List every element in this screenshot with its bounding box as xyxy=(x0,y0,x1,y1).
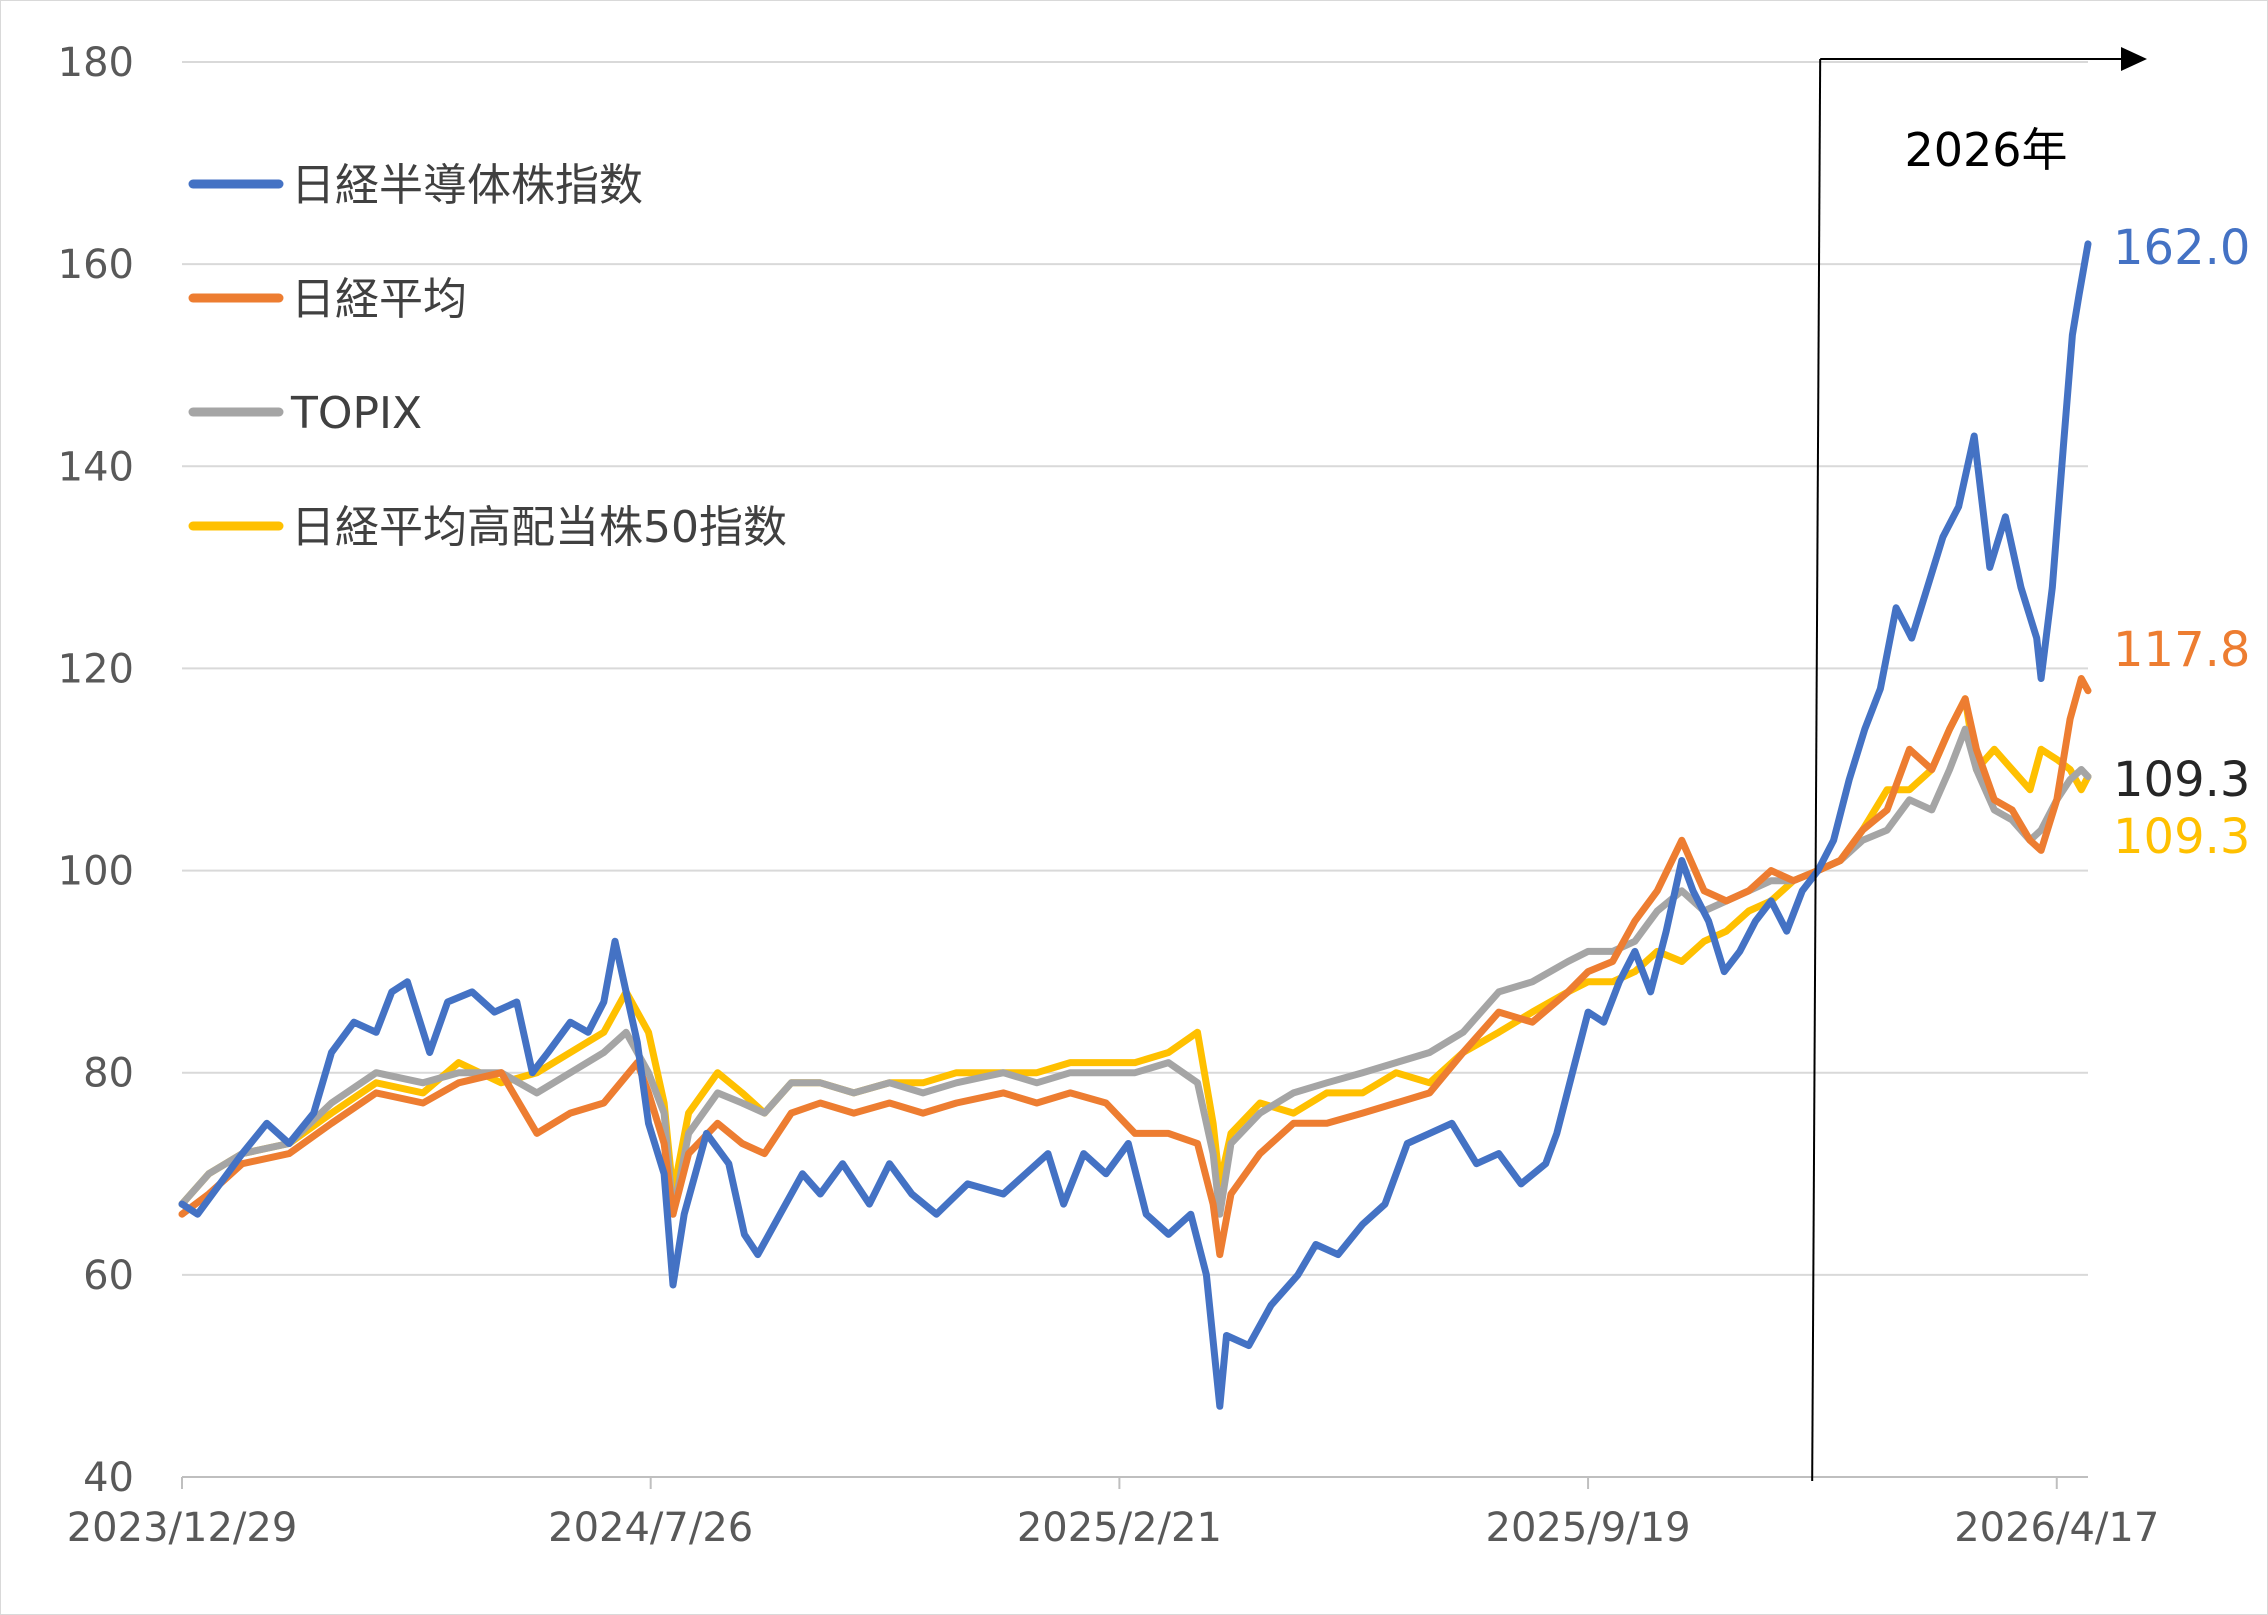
y-tick-label: 60 xyxy=(83,1253,134,1299)
legend-label: TOPIX xyxy=(290,388,422,439)
x-tick-label: 2025/9/19 xyxy=(1486,1505,1691,1551)
arrow-head-icon xyxy=(2121,47,2147,71)
annotation-label: 2026年 xyxy=(1904,123,2067,177)
y-tick-label: 40 xyxy=(83,1455,134,1501)
series-line-3 xyxy=(178,695,2092,1208)
y-tick-label: 80 xyxy=(83,1051,134,1097)
series-line-2 xyxy=(178,725,2092,1218)
end-label: 117.8 xyxy=(2113,622,2250,678)
y-tick-label: 140 xyxy=(58,444,134,490)
series-line-0 xyxy=(178,240,2092,1410)
gridlines xyxy=(182,61,2088,1478)
legend-label: 日経半導体株指数 xyxy=(291,160,643,211)
legend-label: 日経平均 xyxy=(291,274,467,325)
end-label: 109.3 xyxy=(2113,752,2250,808)
x-tick-label: 2024/7/26 xyxy=(548,1505,753,1551)
year-start-line xyxy=(1811,58,1822,1482)
y-tick-label: 160 xyxy=(58,242,134,288)
y-tick-label: 100 xyxy=(58,849,134,895)
annotation-2026: 2026年 xyxy=(1811,47,2147,1482)
y-tick-label: 180 xyxy=(58,40,134,86)
x-tick-label: 2023/12/29 xyxy=(67,1505,298,1551)
end-label: 162.0 xyxy=(2113,220,2250,276)
legend-label: 日経平均高配当株50指数 xyxy=(291,502,787,553)
y-axis-ticks: 40 60 80 100 120 140 160 180 xyxy=(58,40,134,1501)
x-tick-label: 2026/4/17 xyxy=(1954,1505,2159,1551)
end-label: 109.3 xyxy=(2113,809,2250,865)
x-tick-label: 2025/2/21 xyxy=(1017,1505,1222,1551)
series-lines xyxy=(178,240,2092,1410)
y-tick-label: 120 xyxy=(58,646,134,692)
x-axis: 2023/12/29 2024/7/26 2025/2/21 2025/9/19 202… xyxy=(67,1477,2159,1551)
